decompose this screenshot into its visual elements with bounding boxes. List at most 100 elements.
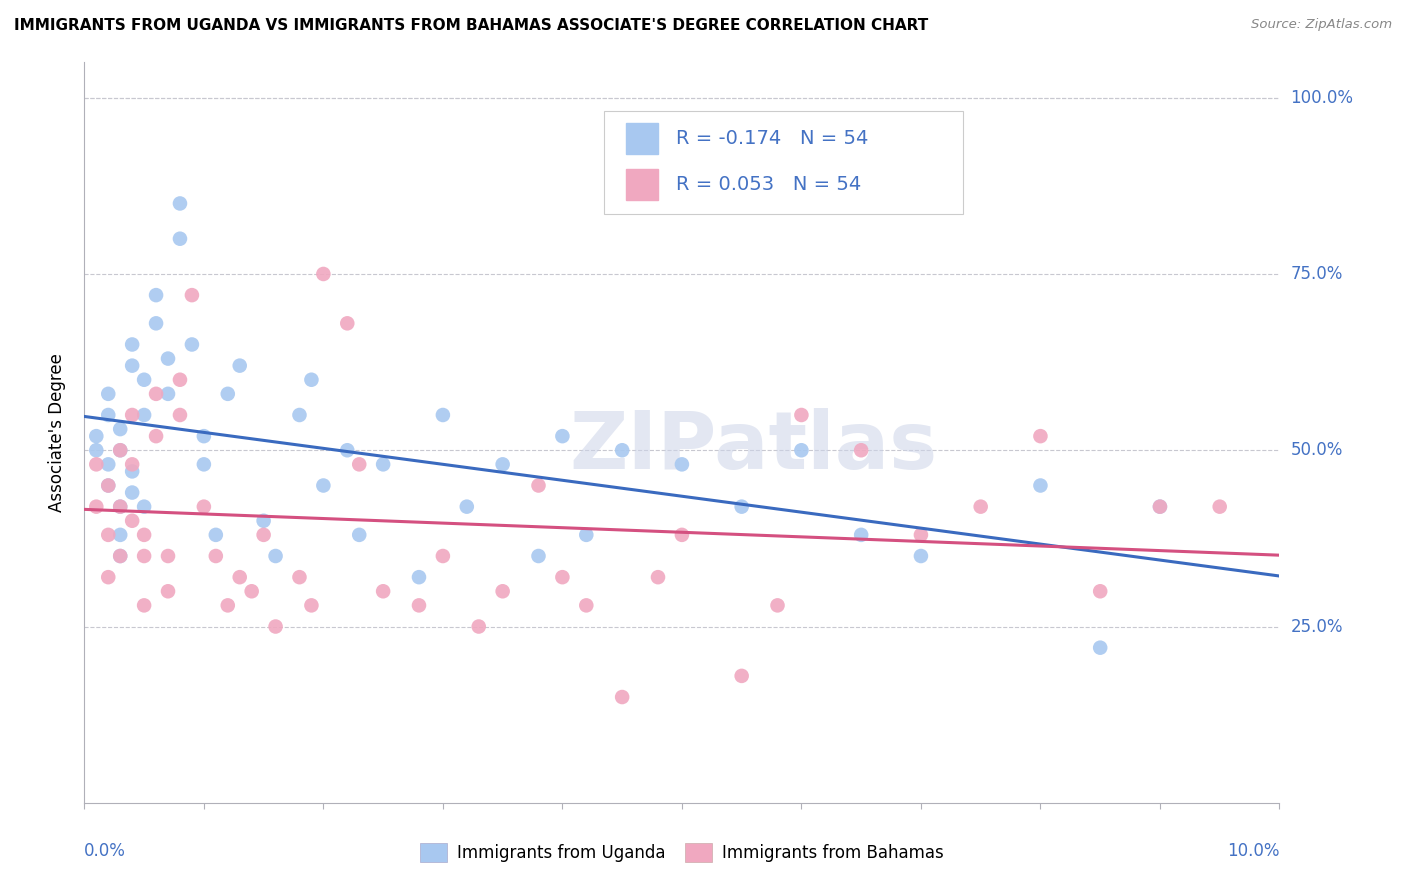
Point xyxy=(97,528,120,542)
Point xyxy=(110,549,132,563)
Point xyxy=(671,458,693,472)
Point xyxy=(145,316,167,330)
Point xyxy=(731,669,754,683)
Point xyxy=(408,570,430,584)
Point xyxy=(205,549,228,563)
Point xyxy=(970,500,993,514)
Point xyxy=(169,232,191,246)
Point xyxy=(132,549,156,563)
Point xyxy=(349,458,371,472)
Point xyxy=(145,387,167,401)
Point xyxy=(349,528,371,542)
Point xyxy=(1149,500,1171,514)
Bar xyxy=(626,169,658,200)
Point xyxy=(169,408,191,422)
Point xyxy=(1209,500,1232,514)
Text: Source: ZipAtlas.com: Source: ZipAtlas.com xyxy=(1251,18,1392,31)
Text: 100.0%: 100.0% xyxy=(1291,88,1354,107)
Point xyxy=(97,478,120,492)
Point xyxy=(205,528,228,542)
Point xyxy=(110,528,132,542)
Point xyxy=(228,570,252,584)
Point xyxy=(228,359,252,373)
Point xyxy=(97,478,120,492)
Point xyxy=(97,408,120,422)
Point xyxy=(157,549,180,563)
Point xyxy=(647,570,669,584)
Point xyxy=(121,485,143,500)
Point xyxy=(288,408,311,422)
Point xyxy=(157,387,180,401)
Point xyxy=(910,528,932,542)
Point xyxy=(790,408,813,422)
Point xyxy=(264,619,287,633)
Point xyxy=(432,408,454,422)
Point xyxy=(373,584,395,599)
Point xyxy=(181,337,204,351)
FancyBboxPatch shape xyxy=(605,111,963,214)
Point xyxy=(121,337,143,351)
Point xyxy=(468,619,491,633)
Point xyxy=(132,599,156,613)
Point xyxy=(408,599,430,613)
Point xyxy=(551,429,574,443)
Point xyxy=(132,408,156,422)
Point xyxy=(157,584,180,599)
Point xyxy=(86,458,108,472)
Point xyxy=(86,429,108,443)
Point xyxy=(301,373,323,387)
Point xyxy=(766,599,789,613)
Text: 25.0%: 25.0% xyxy=(1291,617,1343,635)
Point xyxy=(132,373,156,387)
Point xyxy=(527,478,550,492)
Point xyxy=(551,570,574,584)
Point xyxy=(121,408,143,422)
Text: 10.0%: 10.0% xyxy=(1227,842,1279,860)
Point xyxy=(851,443,873,458)
Legend: Immigrants from Uganda, Immigrants from Bahamas: Immigrants from Uganda, Immigrants from … xyxy=(413,836,950,869)
Point xyxy=(169,196,191,211)
Point xyxy=(121,458,143,472)
Point xyxy=(612,443,634,458)
Text: 75.0%: 75.0% xyxy=(1291,265,1343,283)
Point xyxy=(132,500,156,514)
Point xyxy=(110,422,132,436)
Text: R = -0.174   N = 54: R = -0.174 N = 54 xyxy=(676,129,869,148)
Text: IMMIGRANTS FROM UGANDA VS IMMIGRANTS FROM BAHAMAS ASSOCIATE'S DEGREE CORRELATION: IMMIGRANTS FROM UGANDA VS IMMIGRANTS FRO… xyxy=(14,18,928,33)
Point xyxy=(1149,500,1171,514)
Point xyxy=(110,443,132,458)
Point xyxy=(86,443,108,458)
Point xyxy=(181,288,204,302)
Point xyxy=(217,387,239,401)
Point xyxy=(253,528,276,542)
Point xyxy=(193,500,215,514)
Point xyxy=(612,690,634,704)
Text: 0.0%: 0.0% xyxy=(84,842,127,860)
Point xyxy=(851,528,873,542)
Point xyxy=(790,443,813,458)
Point xyxy=(575,599,598,613)
Point xyxy=(492,584,515,599)
Point xyxy=(312,478,335,492)
Text: ZIPatlas: ZIPatlas xyxy=(569,409,938,486)
Point xyxy=(432,549,454,563)
Point xyxy=(157,351,180,366)
Point xyxy=(121,514,143,528)
Point xyxy=(456,500,478,514)
Text: 50.0%: 50.0% xyxy=(1291,442,1343,459)
Point xyxy=(1029,429,1052,443)
Point xyxy=(217,599,239,613)
Point xyxy=(145,429,167,443)
Point xyxy=(97,570,120,584)
Point xyxy=(86,500,108,514)
Point xyxy=(671,528,693,542)
Point xyxy=(240,584,263,599)
Point xyxy=(121,464,143,478)
Point xyxy=(121,359,143,373)
Point xyxy=(193,458,215,472)
Text: R = 0.053   N = 54: R = 0.053 N = 54 xyxy=(676,175,862,194)
Point xyxy=(373,458,395,472)
Point xyxy=(336,316,359,330)
Point xyxy=(1029,478,1052,492)
Point xyxy=(288,570,311,584)
